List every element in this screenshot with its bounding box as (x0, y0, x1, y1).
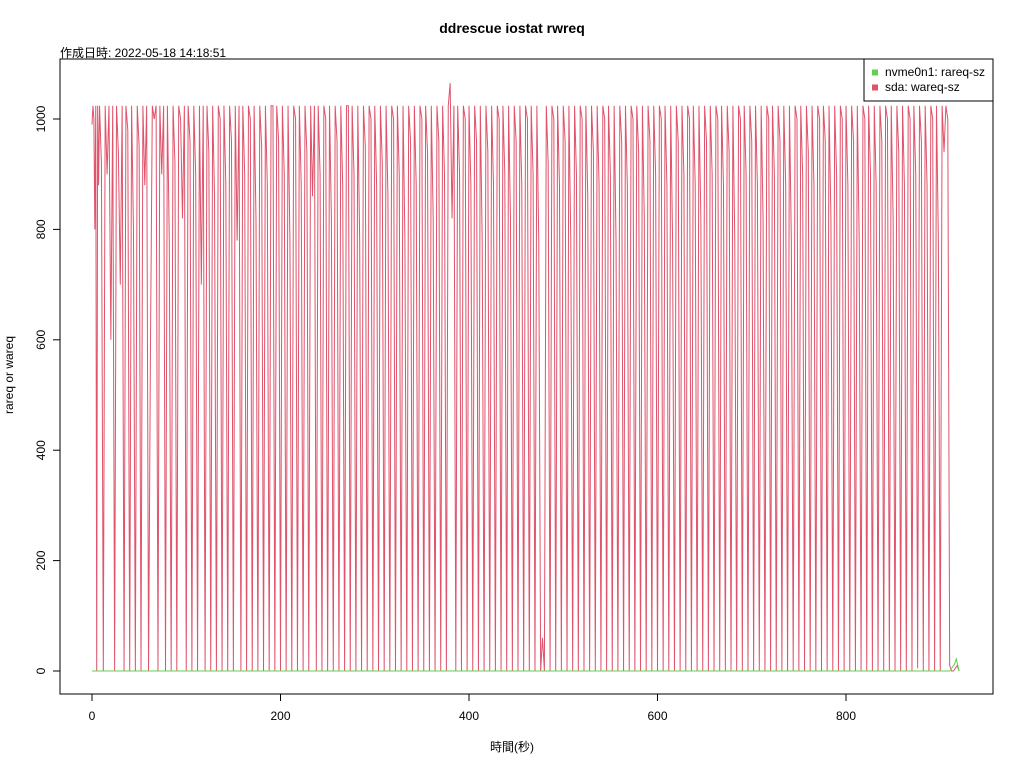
x-tick-label: 400 (459, 709, 479, 723)
y-tick-label: 0 (34, 667, 48, 674)
legend-swatch (872, 84, 878, 91)
plot-frame (59, 58, 994, 695)
x-axis-label: 時間(秒) (490, 740, 534, 754)
chart-title: ddrescue iostat rwreq (439, 20, 585, 36)
legend-label: nvme0n1: rareq-sz (885, 65, 985, 79)
series-line-1 (91, 83, 960, 672)
y-tick-label: 800 (34, 219, 48, 239)
y-tick-label: 200 (34, 550, 48, 570)
series-line-0 (92, 657, 960, 672)
series-layer (91, 83, 960, 672)
x-tick-label: 600 (647, 709, 667, 723)
y-tick-label: 600 (34, 329, 48, 349)
x-tick-label: 200 (270, 709, 290, 723)
y-tick-label: 1000 (34, 105, 48, 132)
x-tick-label: 0 (89, 709, 96, 723)
x-tick-label: 800 (836, 709, 856, 723)
legend-box (863, 58, 994, 102)
legend-label: sda: wareq-sz (885, 80, 960, 94)
y-tick-label: 400 (34, 440, 48, 460)
chart-subtitle: 作成日時: 2022-05-18 14:18:51 (60, 46, 227, 60)
legend-swatch (872, 69, 878, 76)
